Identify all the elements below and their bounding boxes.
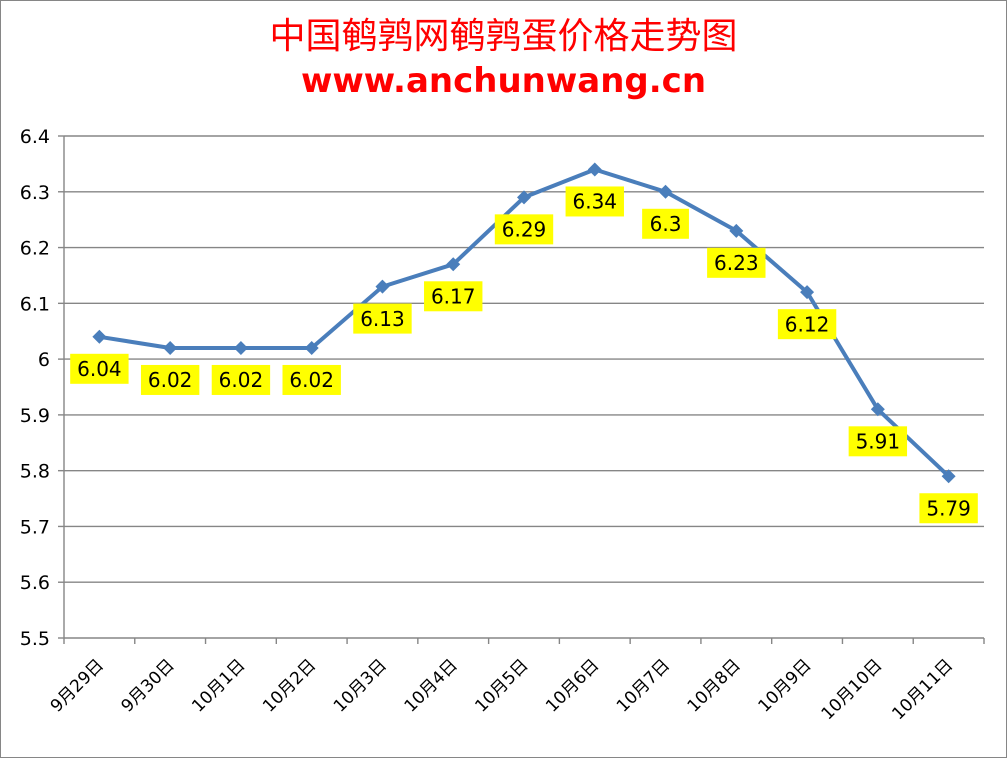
data-point-marker xyxy=(941,469,956,484)
x-category-label: 10月8日 xyxy=(684,655,745,716)
y-tick-label: 5.8 xyxy=(20,461,50,483)
x-category-label: 10月1日 xyxy=(188,655,249,716)
data-label: 6.12 xyxy=(785,312,830,336)
data-label: 6.02 xyxy=(289,368,334,392)
x-category-label: 10月9日 xyxy=(754,655,815,716)
y-tick-label: 6.2 xyxy=(20,238,50,260)
y-tick-label: 5.6 xyxy=(20,572,50,594)
data-label: 6.13 xyxy=(360,307,405,331)
data-point-marker xyxy=(304,340,319,355)
data-label: 6.02 xyxy=(148,368,193,392)
data-label: 6.3 xyxy=(650,212,682,236)
x-category-label: 10月4日 xyxy=(401,655,462,716)
data-point-marker xyxy=(375,279,390,294)
data-point-marker xyxy=(658,184,673,199)
x-category-label: 10月6日 xyxy=(542,655,603,716)
data-point-marker xyxy=(233,340,248,355)
x-category-label: 10月3日 xyxy=(330,655,391,716)
y-tick-label: 5.5 xyxy=(20,628,50,650)
data-label: 6.34 xyxy=(573,190,618,214)
data-label-box xyxy=(777,309,837,340)
chart-title-block: 中国鹌鹑网鹌鹑蛋价格走势图 www.anchunwang.cn xyxy=(1,15,1006,103)
data-label-box xyxy=(565,186,624,217)
data-point-marker xyxy=(587,162,602,177)
data-label-box xyxy=(70,353,129,384)
data-point-marker xyxy=(517,190,531,205)
y-tick-label: 6.1 xyxy=(20,293,50,315)
y-tick-label: 5.9 xyxy=(20,405,50,427)
data-point-marker xyxy=(870,402,885,417)
y-tick-label: 6.3 xyxy=(20,182,50,204)
data-label-box xyxy=(211,364,271,395)
data-label: 6.02 xyxy=(219,368,264,392)
y-tick-label: 5.7 xyxy=(20,516,50,538)
data-label: 6.23 xyxy=(714,251,759,275)
data-label-box xyxy=(848,426,908,457)
data-label: 5.91 xyxy=(856,430,901,454)
x-category-label: 9月29日 xyxy=(47,655,108,716)
chart-title: 中国鹌鹑网鹌鹑蛋价格走势图 xyxy=(269,16,738,57)
data-label-box xyxy=(919,493,978,524)
x-category-label: 10月11日 xyxy=(888,655,957,724)
x-category-label: 10月7日 xyxy=(613,655,674,716)
x-category-label: 10月5日 xyxy=(471,655,532,716)
data-label-box xyxy=(424,281,483,312)
data-label-box xyxy=(282,364,341,395)
data-label-box xyxy=(140,364,200,395)
data-label: 5.79 xyxy=(926,496,971,520)
data-point-marker xyxy=(92,329,107,344)
data-label-box xyxy=(707,247,766,278)
data-point-marker xyxy=(163,340,178,355)
y-tick-label: 6 xyxy=(38,349,50,371)
data-point-marker xyxy=(446,257,461,272)
y-tick-label: 6.4 xyxy=(20,126,50,148)
data-label-box xyxy=(494,214,554,245)
data-label: 6.17 xyxy=(431,284,476,308)
data-label-box xyxy=(642,208,689,239)
x-category-label: 10月2日 xyxy=(259,655,320,716)
data-point-marker xyxy=(800,285,815,300)
x-category-label: 9月30日 xyxy=(118,655,179,716)
data-label: 6.04 xyxy=(77,357,122,381)
chart-subtitle: www.anchunwang.cn xyxy=(300,61,707,101)
data-label-box xyxy=(353,303,412,334)
data-point-marker xyxy=(729,223,744,238)
data-label: 6.29 xyxy=(502,218,547,242)
x-category-label: 10月10日 xyxy=(818,655,887,724)
